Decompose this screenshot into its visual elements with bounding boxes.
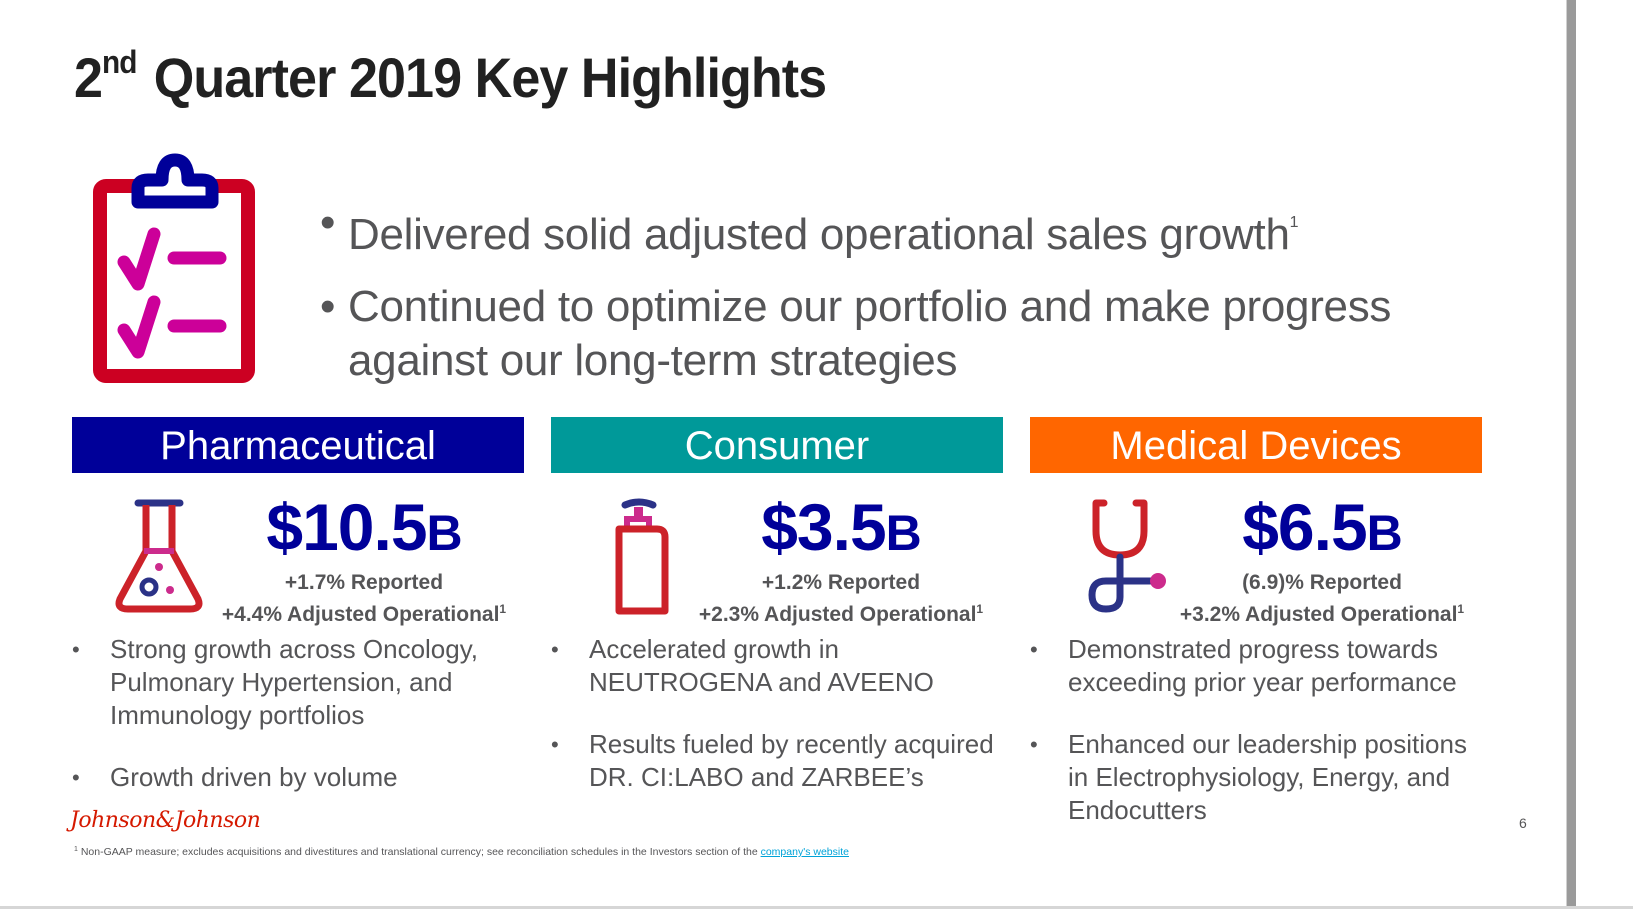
bullet-glyph: • [320,198,336,247]
sales-unit: B [1366,505,1403,561]
footnote-marker: 1 [1289,214,1299,231]
intro-bullet: • Continued to optimize our portfolio an… [320,280,1498,388]
segment-stats: $10.5B +1.7% Reported +4.4% Adjusted Ope… [214,491,514,628]
footnote-marker: 1 [976,602,984,616]
title-ordinal-suffix: nd [102,44,137,80]
reported-growth: +1.7% Reported [284,571,444,594]
segment-bullet-text: Enhanced our leadership positions in Ele… [1068,729,1467,825]
sales-unit: B [885,505,922,561]
footnote: 1 Non-GAAP measure; excludes acquisition… [74,846,849,858]
segment-bullet-list: • Demonstrated progress towards exceeding… [1030,633,1490,856]
company-website-link[interactable]: company's website [760,846,849,858]
segment-medical-devices: Medical Devices $6.5B (6.9)% Reported +3… [1030,417,1482,825]
segment-bullet: • Enhanced our leadership positions in El… [1030,728,1490,827]
segment-stats: $3.5B +1.2% Reported +2.3% Adjusted Oper… [693,491,989,628]
segment-sales-value: $10.5B [214,491,514,569]
segment-bullet-list: • Accelerated growth in NEUTROGENA and AV… [551,633,1011,823]
pump-bottle-icon [615,498,669,615]
title-ordinal-number: 2 [74,46,103,109]
slide: 2nd Quarter 2019 Key Highlights • Delive… [70,44,1527,858]
bullet-glyph: • [551,732,559,757]
adjusted-growth: +3.2% Adjusted Operational1 [1172,596,1472,628]
segment-stats: $6.5B (6.9)% Reported +3.2% Adjusted Ope… [1172,491,1472,628]
intro-bullet-list: • Delivered solid adjusted operational s… [320,196,1520,406]
segment-bullet-text: Growth driven by volume [110,762,398,792]
sales-amount: $3.5 [761,490,886,564]
segment-header: Consumer [551,417,1003,473]
sales-amount: $10.5 [266,490,427,564]
slide-title: 2nd Quarter 2019 Key Highlights [74,44,827,110]
segment-bullet-text: Strong growth across Oncology, Pulmonary… [110,634,479,730]
adjusted-growth-text: +4.4% Adjusted Operational [221,603,500,626]
adjusted-growth-text: +2.3% Adjusted Operational [698,603,977,626]
footnote-marker: 1 [499,602,507,616]
segment-header: Medical Devices [1030,417,1482,473]
intro-bullet-text: Delivered solid adjusted operational sal… [348,210,1290,259]
sales-unit: B [426,505,463,561]
adjusted-growth: +2.3% Adjusted Operational1 [693,596,989,628]
title-text: Quarter 2019 Key Highlights [153,46,827,109]
segment-consumer: Consumer $3.5B +1.2% Reported +2.3% Adju… [551,417,1003,792]
bullet-glyph: • [72,765,80,790]
intro-bullet: • Delivered solid adjusted operational s… [320,196,1520,262]
vertical-scrollbar[interactable] [1566,0,1576,906]
stethoscope-icon [1088,499,1166,613]
segment-bullet: • Accelerated growth in NEUTROGENA and AV… [551,633,1011,699]
bullet-glyph: • [72,637,80,662]
segment-sales-value: $3.5B [693,491,989,569]
footnote-text: Non-GAAP measure; excludes acquisitions … [80,846,761,858]
scrollbar-area [1565,0,1633,909]
segment-bullet-text: Demonstrated progress towards exceeding … [1068,634,1457,697]
reported-growth: (6.9)% Reported [1242,571,1402,594]
segment-sales-value: $6.5B [1172,491,1472,569]
segment-bullet: • Growth driven by volume [72,761,532,794]
footnote-marker: 1 [74,846,78,853]
bullet-glyph: • [320,282,336,331]
page-number: 6 [1519,815,1527,831]
window-bottom-edge [0,906,1633,909]
company-logo: Johnson&Johnson [70,808,261,833]
segment-bullet-text: Results fueled by recently acquired DR. … [589,729,994,792]
segment-bullet: • Strong growth across Oncology, Pulmonar… [72,633,532,732]
segment-pharmaceutical: Pharmaceutical $10.5B +1.7% Reported +4.… [72,417,524,792]
bullet-glyph: • [1030,637,1038,662]
reported-growth: +1.2% Reported [761,571,921,594]
bullet-glyph: • [1030,732,1038,757]
clipboard-checklist-icon [93,153,255,383]
segment-bullet-list: • Strong growth across Oncology, Pulmonar… [72,633,532,823]
adjusted-growth: +4.4% Adjusted Operational1 [214,596,514,628]
sales-amount: $6.5 [1242,490,1367,564]
adjusted-growth-text: +3.2% Adjusted Operational [1179,603,1458,626]
segment-bullet: • Demonstrated progress towards exceeding… [1030,633,1490,699]
segment-bullet: • Results fueled by recently acquired DR.… [551,728,1011,794]
intro-bullet-text: Continued to optimize our portfolio and … [348,282,1392,385]
bullet-glyph: • [551,637,559,662]
flask-icon [115,499,203,613]
footnote-marker: 1 [1457,602,1465,616]
segment-bullet-text: Accelerated growth in NEUTROGENA and AVE… [589,634,934,697]
segment-header: Pharmaceutical [72,417,524,473]
